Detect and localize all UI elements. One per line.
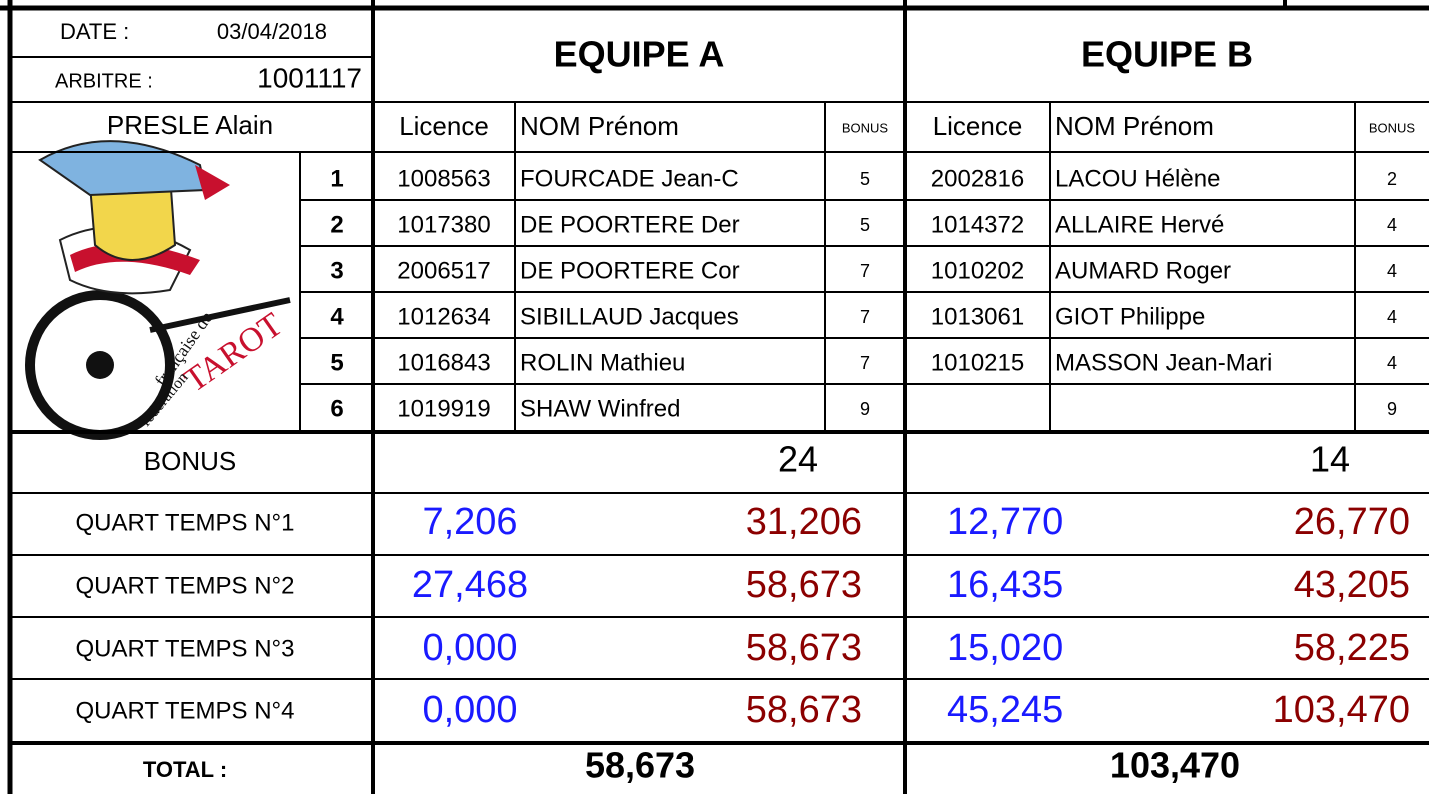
- quarter-cumul: 31,206: [746, 501, 862, 543]
- player-name: SIBILLAUD Jacques: [520, 303, 739, 330]
- player-name: GIOT Philippe: [1055, 303, 1205, 330]
- player-bonus: 7: [860, 307, 870, 327]
- player-name: DE POORTERE Der: [520, 211, 740, 238]
- quarter-cumul: 58,673: [746, 689, 862, 731]
- player-bonus: 4: [1387, 353, 1397, 373]
- column-header: BONUS: [1369, 120, 1416, 135]
- licence: 2006517: [397, 257, 490, 284]
- quarter-label: QUART TEMPS N°3: [76, 635, 295, 662]
- licence: 1014372: [931, 211, 1024, 238]
- licence: 1008563: [397, 165, 490, 192]
- quarter-cumul: 103,470: [1273, 689, 1410, 731]
- bonus-label: BONUS: [144, 446, 236, 476]
- player-number: 1: [330, 165, 343, 192]
- player-number: 4: [330, 303, 344, 330]
- player-bonus: 7: [860, 261, 870, 281]
- team-name: EQUIPE A: [554, 34, 725, 75]
- quarter-cumul: 58,673: [746, 564, 862, 606]
- licence: 1010215: [931, 349, 1024, 376]
- player-name: FOURCADE Jean-C: [520, 165, 739, 192]
- player-bonus: 4: [1387, 215, 1397, 235]
- quarter-label: QUART TEMPS N°4: [76, 697, 295, 724]
- column-header: NOM Prénom: [1055, 111, 1214, 141]
- quarter-score: 0,000: [422, 627, 517, 669]
- team-bonus: 14: [1310, 439, 1350, 480]
- player-bonus: 2: [1387, 169, 1397, 189]
- referee-label: ARBITRE :: [55, 70, 153, 92]
- licence: 1012634: [397, 303, 490, 330]
- licence: 1016843: [397, 349, 490, 376]
- player-bonus: 7: [860, 353, 870, 373]
- licence: 1019919: [397, 395, 490, 422]
- player-name: DE POORTERE Cor: [520, 257, 740, 284]
- quarter-cumul: 26,770: [1294, 501, 1410, 543]
- quarter-cumul: 58,673: [746, 627, 862, 669]
- player-name: SHAW Winfred: [520, 395, 680, 422]
- quarter-score: 16,435: [947, 564, 1063, 606]
- date: 03/04/2018: [217, 19, 327, 44]
- column-header: Licence: [933, 111, 1023, 141]
- player-name: MASSON Jean-Mari: [1055, 349, 1272, 376]
- player-name: ALLAIRE Hervé: [1055, 211, 1224, 238]
- quarter-label: QUART TEMPS N°1: [76, 509, 295, 536]
- licence: 1013061: [931, 303, 1024, 330]
- quarter-cumul: 58,225: [1294, 627, 1410, 669]
- column-header: NOM Prénom: [520, 111, 679, 141]
- quarter-score: 12,770: [947, 501, 1063, 543]
- player-number: 5: [330, 349, 343, 376]
- player-bonus: 9: [1387, 399, 1397, 419]
- date-label: DATE :: [60, 19, 129, 44]
- referee-name: PRESLE Alain: [107, 110, 273, 140]
- referee-id: 1001117: [257, 62, 362, 93]
- column-header: Licence: [399, 111, 489, 141]
- player-bonus: 5: [860, 169, 870, 189]
- quarter-score: 0,000: [422, 689, 517, 731]
- team-total: 58,673: [585, 745, 695, 786]
- team-total: 103,470: [1110, 745, 1240, 786]
- team-bonus: 24: [778, 439, 818, 480]
- team-name: EQUIPE B: [1081, 34, 1253, 75]
- quarter-cumul: 43,205: [1294, 564, 1410, 606]
- score-sheet: française deTAROTfédération DATE : 03/04/…: [0, 0, 1429, 794]
- column-header: BONUS: [842, 120, 889, 135]
- total-label: TOTAL :: [143, 757, 227, 782]
- quarter-score: 45,245: [947, 689, 1063, 731]
- player-name: ROLIN Mathieu: [520, 349, 685, 376]
- licence: 1017380: [397, 211, 490, 238]
- player-bonus: 9: [860, 399, 870, 419]
- quarter-score: 7,206: [422, 501, 517, 543]
- licence: 2002816: [931, 165, 1024, 192]
- licence: 1010202: [931, 257, 1024, 284]
- player-bonus: 4: [1387, 261, 1397, 281]
- player-number: 2: [330, 211, 343, 238]
- quarter-label: QUART TEMPS N°2: [76, 572, 295, 599]
- player-name: AUMARD Roger: [1055, 257, 1231, 284]
- quarter-score: 27,468: [412, 564, 528, 606]
- player-number: 3: [330, 257, 343, 284]
- player-bonus: 4: [1387, 307, 1397, 327]
- player-name: LACOU Hélène: [1055, 165, 1220, 192]
- quarter-score: 15,020: [947, 627, 1063, 669]
- player-number: 6: [330, 395, 343, 422]
- player-bonus: 5: [860, 215, 870, 235]
